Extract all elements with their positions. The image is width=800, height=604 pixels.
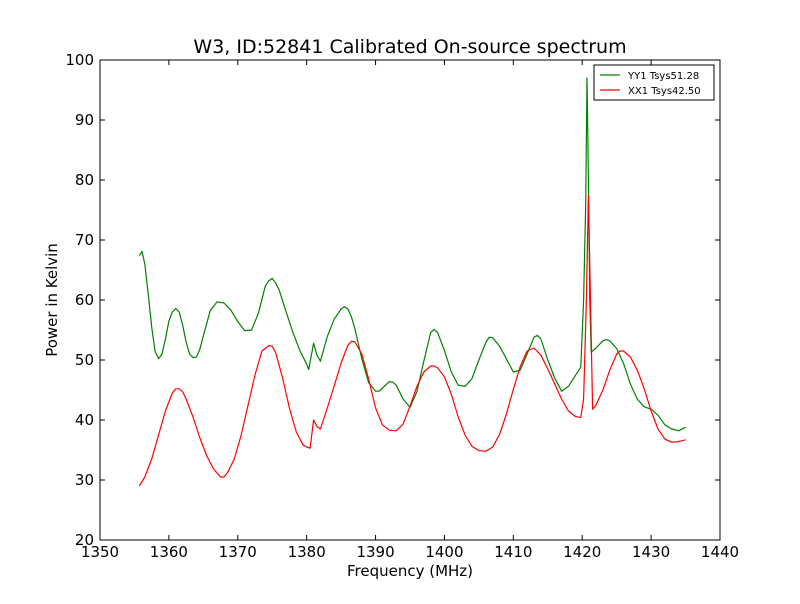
plot-frame xyxy=(99,59,721,541)
y-tick-label: 50 xyxy=(75,351,94,369)
y-tick-label: 30 xyxy=(75,471,94,489)
y-axis-label: Power in Kelvin xyxy=(43,243,61,357)
legend-label-2: XX1 Tsys42.50 xyxy=(628,86,701,97)
legend: YY1 Tsys51.28 XX1 Tsys42.50 xyxy=(593,64,715,101)
series-lines xyxy=(138,77,686,487)
x-tick-label: 1440 xyxy=(701,543,739,561)
legend-box xyxy=(593,64,715,101)
x-tick-label: 1370 xyxy=(219,543,257,561)
x-tick-label: 1430 xyxy=(632,543,670,561)
x-tick-label: 1420 xyxy=(563,543,601,561)
x-tick-label: 1360 xyxy=(150,543,188,561)
y-tick-label: 100 xyxy=(65,51,94,69)
series-line-2 xyxy=(138,194,686,487)
x-tick-label: 1350 xyxy=(81,543,119,561)
x-tick-label: 1410 xyxy=(494,543,532,561)
x-tick-label: 1400 xyxy=(425,543,463,561)
axes: 1350 1360 1370 1380 1390 1400 1410 1420 1430 1440… xyxy=(65,51,739,561)
y-tick-label: 80 xyxy=(75,171,94,189)
legend-label-1: YY1 Tsys51.28 xyxy=(627,71,699,82)
y-tick-label: 60 xyxy=(75,291,94,309)
series-line-1 xyxy=(138,77,686,432)
x-axis-label: Frequency (MHz) xyxy=(347,562,473,580)
y-tick-label: 20 xyxy=(75,531,94,549)
x-tick-label: 1380 xyxy=(288,543,326,561)
y-tick-label: 70 xyxy=(75,231,94,249)
x-tick-label: 1390 xyxy=(356,543,394,561)
y-tick-label: 90 xyxy=(75,111,94,129)
y-tick-label: 40 xyxy=(75,411,94,429)
chart-title: W3, ID:52841 Calibrated On-source spectr… xyxy=(193,36,626,58)
